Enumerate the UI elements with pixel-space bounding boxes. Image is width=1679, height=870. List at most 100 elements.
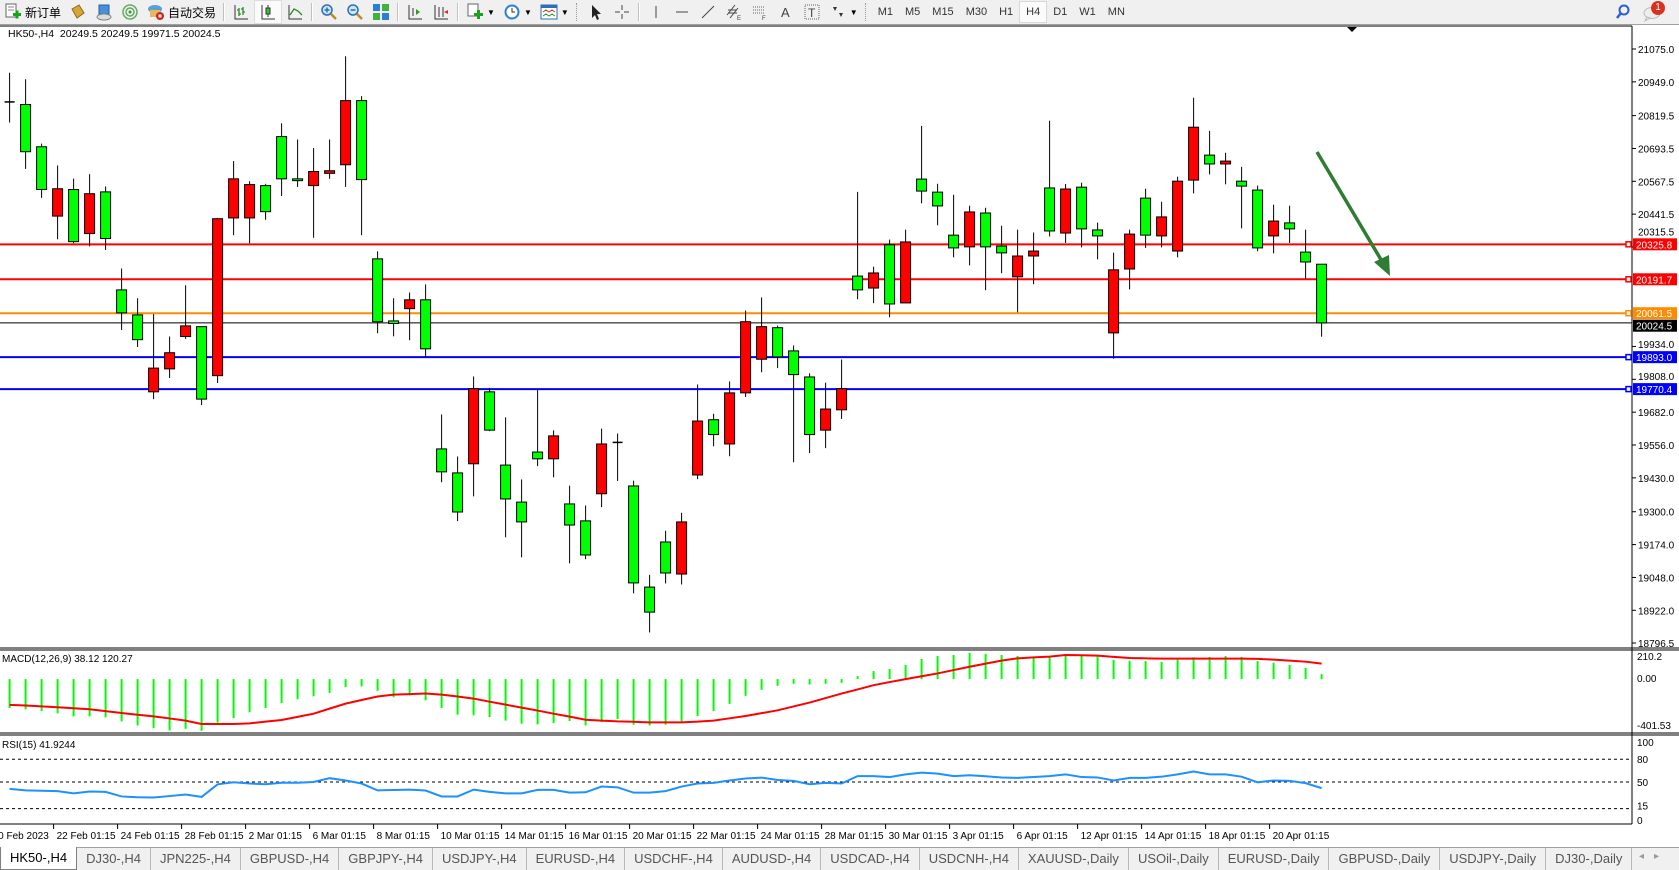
timeframe-m1-button[interactable]: M1 xyxy=(877,6,893,18)
candle xyxy=(292,139,304,187)
chart-tab[interactable]: EURUSD-,H4 xyxy=(527,848,626,870)
bar-chart-button[interactable] xyxy=(228,1,254,23)
candle xyxy=(324,139,336,179)
chart-tab[interactable]: JPN225-,H4 xyxy=(151,848,241,870)
line-handle-icon[interactable] xyxy=(1625,309,1632,317)
zoom-in-button[interactable] xyxy=(316,1,342,23)
candle xyxy=(500,417,512,538)
toolbar-grip[interactable] xyxy=(864,3,869,21)
line-handle-icon[interactable] xyxy=(1625,276,1632,283)
chart-tab[interactable]: USDJPY-,H4 xyxy=(433,848,527,870)
line-handle-icon[interactable] xyxy=(1625,353,1632,361)
timeframe-w1-button[interactable]: W1 xyxy=(1079,6,1096,18)
signals-button[interactable] xyxy=(117,1,143,23)
text-button[interactable]: A xyxy=(773,1,799,23)
search-icon[interactable] xyxy=(1615,4,1631,20)
annotation-arrow xyxy=(1315,151,1390,276)
horizontal-line-button[interactable] xyxy=(669,1,695,23)
timeframe-m15-button[interactable]: M15 xyxy=(932,6,954,18)
chart-tab[interactable]: USDJPY-,Daily xyxy=(1440,848,1547,870)
timeframe-d1-button[interactable]: D1 xyxy=(1053,6,1068,18)
chart-tab[interactable]: USOil-,Daily xyxy=(1129,848,1219,870)
line-handle-icon[interactable] xyxy=(1625,241,1632,248)
new-order-button[interactable]: 新订单 xyxy=(0,1,65,23)
chart-tab[interactable]: DJ30-,H4 xyxy=(77,848,151,870)
indicators-button[interactable]: ▼ xyxy=(462,1,499,23)
chart-shift-button[interactable] xyxy=(428,1,454,23)
templates-icon xyxy=(540,4,558,20)
candle-body xyxy=(948,234,960,249)
timeframe-h4-button[interactable]: H4 xyxy=(1019,1,1048,23)
tab-scroll[interactable]: ◂▸ xyxy=(1639,848,1679,870)
notifications-button[interactable]: 1 xyxy=(1643,1,1665,23)
svg-text:T: T xyxy=(808,6,816,20)
trendline-button[interactable] xyxy=(695,1,721,23)
chart-tab[interactable]: XAUUSD-,Daily xyxy=(1019,848,1129,870)
market-watch-button[interactable] xyxy=(65,1,91,23)
auto-scroll-button[interactable] xyxy=(402,1,428,23)
candle xyxy=(68,178,80,244)
time-tick-label: 24 Feb 01:15 xyxy=(121,831,180,842)
crosshair-button[interactable] xyxy=(609,1,635,23)
candle-body xyxy=(628,485,640,584)
chart-tab[interactable]: GBPUSD-,Daily xyxy=(1329,848,1441,870)
candle xyxy=(788,345,800,463)
candle xyxy=(356,96,368,236)
tab-scroll-left-icon[interactable]: ◂ xyxy=(1638,851,1654,862)
chart-tab[interactable]: USDCNH-,H4 xyxy=(920,848,1019,870)
timeframe-m5-button[interactable]: M5 xyxy=(905,6,921,18)
macd-axis-label: -401.53 xyxy=(1637,721,1671,732)
line-handle-icon[interactable] xyxy=(1625,385,1632,393)
equidistant-channel-button[interactable]: E xyxy=(721,1,747,23)
vertical-line-button[interactable] xyxy=(643,1,669,23)
tile-windows-button[interactable] xyxy=(368,1,394,23)
arrows-button[interactable]: ▼ xyxy=(825,1,862,23)
candle xyxy=(100,186,112,250)
zoom-out-button[interactable] xyxy=(342,1,368,23)
chart-tab[interactable]: GBPUSD-,H4 xyxy=(241,848,340,870)
candle-body xyxy=(324,170,336,174)
timeframe-m30-button[interactable]: M30 xyxy=(965,6,988,18)
toolbar-grip[interactable] xyxy=(575,3,580,21)
main-toolbar: 新订单 自动交易 ▼ ▼ ▼ E F A T ▼ M1 M5 M15 M30 H1 H4 D… xyxy=(0,0,1679,25)
candle xyxy=(996,225,1008,274)
chart-tab[interactable]: USDCAD-,H4 xyxy=(821,848,920,870)
line-chart-icon xyxy=(288,5,303,20)
candle xyxy=(276,123,288,197)
candle-body xyxy=(468,388,480,465)
chart-shift-marker-icon[interactable] xyxy=(1347,27,1357,32)
chart-tab[interactable]: AUDUSD-,H4 xyxy=(723,848,822,870)
candle-body xyxy=(1268,220,1280,237)
line-chart-button[interactable] xyxy=(282,1,308,23)
candle-body xyxy=(708,419,720,436)
time-axis[interactable]: 20 Feb 2023 22 Feb 01:15 24 Feb 01:15 28 Fe… xyxy=(0,824,1330,842)
fibonacci-button[interactable]: F xyxy=(747,1,773,23)
auto-trading-button[interactable]: 自动交易 xyxy=(143,1,220,23)
templates-button[interactable]: ▼ xyxy=(536,1,573,23)
cursor-button[interactable] xyxy=(583,1,609,23)
chart-window[interactable]: 21075.0 20949.0 20819.5 20693.5 20567.5 20441… xyxy=(0,0,1679,847)
navigator-button[interactable] xyxy=(91,1,117,23)
candlestick-button[interactable] xyxy=(254,0,283,24)
chart-tab[interactable]: USDCHF-,H4 xyxy=(625,848,723,870)
periods-button[interactable]: ▼ xyxy=(499,1,536,23)
candle-body xyxy=(516,501,528,523)
candle-body xyxy=(820,408,832,431)
timeframe-h1-button[interactable]: H1 xyxy=(999,6,1014,18)
candle-body xyxy=(532,451,544,460)
candle xyxy=(708,413,720,447)
price-axis[interactable]: 21075.0 20949.0 20819.5 20693.5 20567.5 20441… xyxy=(1632,45,1677,650)
text-label-button[interactable]: T xyxy=(799,1,825,23)
timeframe-mn-button[interactable]: MN xyxy=(1107,6,1125,18)
candle-body xyxy=(372,258,384,323)
chart-tab[interactable]: EURUSD-,Daily xyxy=(1219,848,1330,870)
candle xyxy=(932,183,944,226)
candle-body xyxy=(1284,222,1296,230)
chart-tab[interactable]: HK50-,H4 xyxy=(0,847,78,870)
chart-tab[interactable]: DJ30-,Daily xyxy=(1546,848,1633,870)
rsi-axis-label: 80 xyxy=(1637,755,1649,766)
chart-tab[interactable]: GBPJPY-,H4 xyxy=(339,848,433,870)
chart-tabs: HK50-,H4 DJ30-,H4 JPN225-,H4 GBPUSD-,H4 GBPJ… xyxy=(0,847,1679,870)
dropdown-arrow-icon: ▼ xyxy=(849,7,858,17)
tab-scroll-right-icon[interactable]: ▸ xyxy=(1653,851,1669,862)
